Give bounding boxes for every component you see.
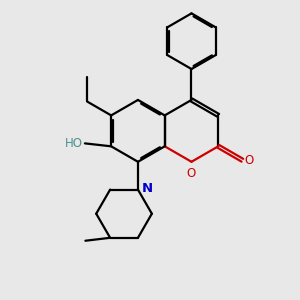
Text: O: O: [187, 167, 196, 180]
Text: O: O: [245, 154, 254, 167]
Text: HO: HO: [64, 137, 82, 150]
Text: N: N: [142, 182, 153, 195]
